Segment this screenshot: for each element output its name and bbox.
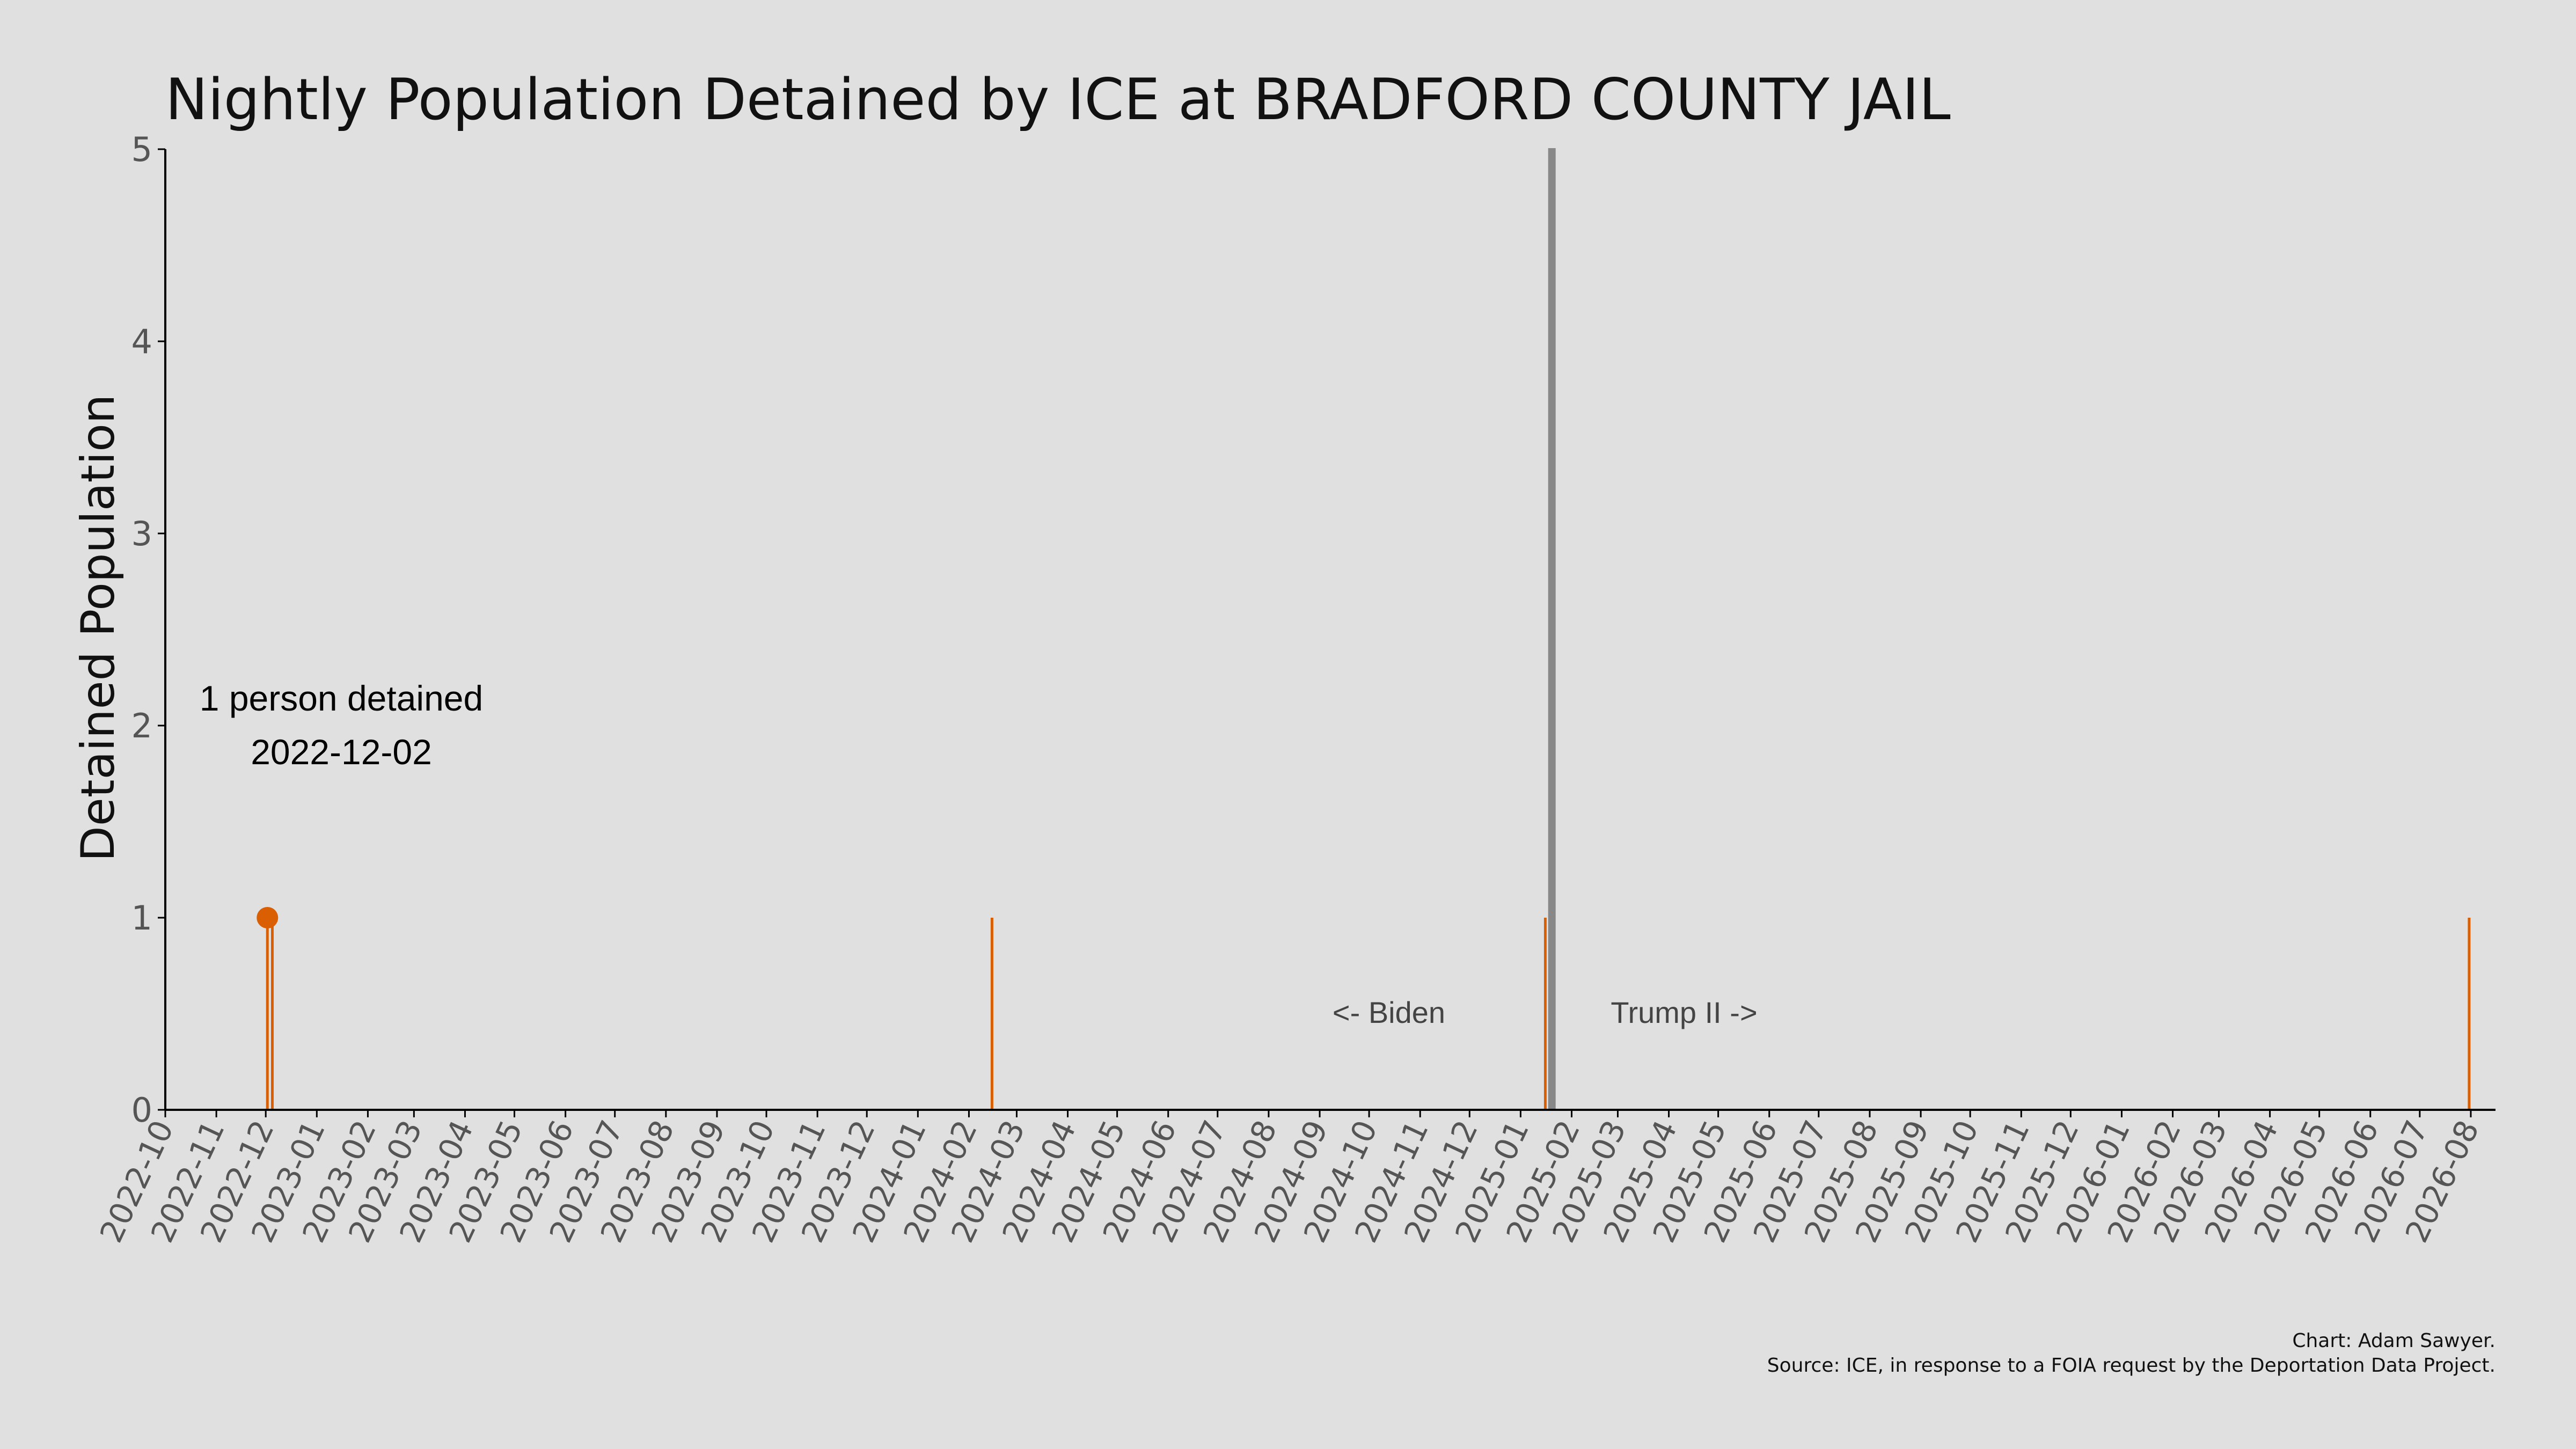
y-tick-label: 1 [131,898,152,938]
y-tick-label: 2 [131,706,152,745]
y-ticks: 0 1 2 3 4 5 [131,130,165,1130]
credit-author: Chart: Adam Sawyer. [2292,1330,2496,1352]
y-tick-label: 4 [131,322,152,361]
y-tick-label: 3 [131,514,152,553]
bars-layer [266,918,2471,1110]
annotation-line-1: 1 person detained [200,678,483,718]
y-axis-label: Detained Population [71,394,125,862]
annotation-line-2: 2022-12-02 [251,732,432,772]
y-tick-label: 0 [131,1091,152,1130]
credit-source: Source: ICE, in response to a FOIA reque… [1767,1355,2496,1377]
highlight-point [257,907,279,928]
era-label-trump: Trump II -> [1611,996,1757,1029]
x-ticks: 2022-102022-112022-122023-012023-022023-… [93,1110,2486,1248]
y-tick-label: 5 [131,130,152,169]
axes-layer [164,149,2496,1111]
era-label-biden: <- Biden [1333,996,1445,1029]
chart-title: Nightly Population Detained by ICE at BR… [165,67,1951,133]
